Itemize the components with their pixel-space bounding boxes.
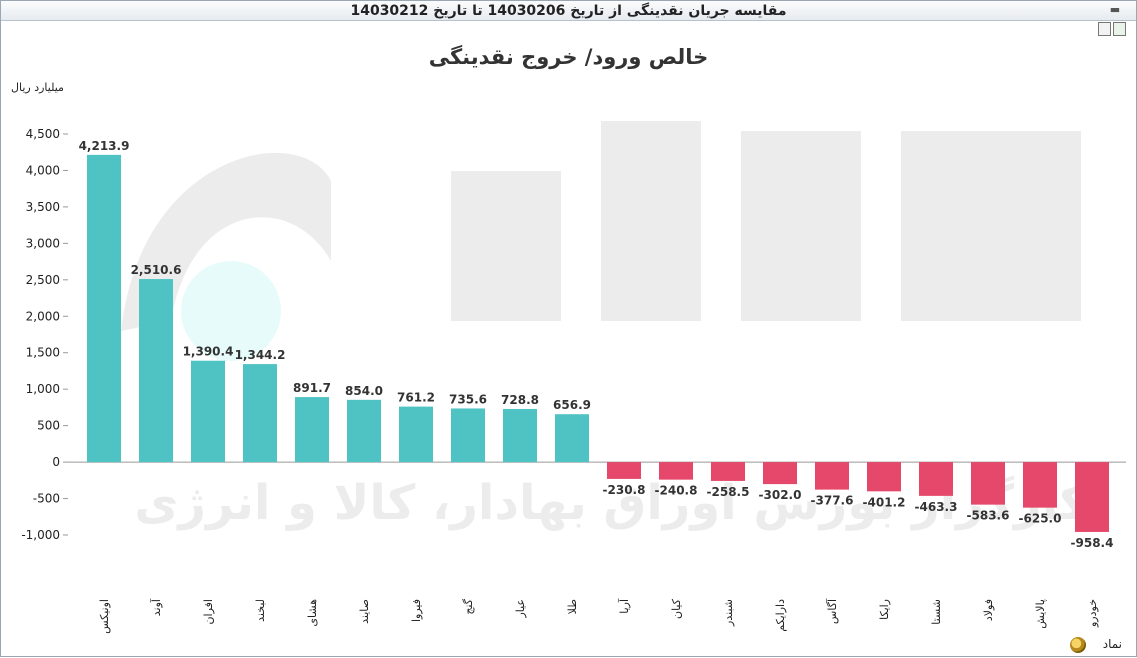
category-label: آگاس — [825, 598, 839, 624]
bar-19[interactable] — [1023, 462, 1057, 508]
y-tick-label: -1,000 — [21, 528, 60, 542]
category-label: هشای — [306, 599, 319, 627]
category-label: اونیکس — [98, 599, 111, 634]
bar-5[interactable] — [295, 397, 329, 463]
data-label: 1,390.4 — [183, 345, 234, 359]
y-tick-label: 4,500 — [26, 127, 60, 141]
x-axis-labels: اونیکس آوند افران لبخند هشای صایند فیروا گنج عیا… — [98, 598, 1099, 634]
bar-2[interactable] — [139, 279, 173, 463]
category-label: آریا — [617, 598, 631, 614]
data-label: 891.7 — [293, 381, 331, 395]
category-label: آوند — [149, 598, 163, 616]
data-label: 761.2 — [397, 391, 435, 405]
y-tick-label: 1,500 — [26, 346, 60, 360]
bar-3[interactable] — [191, 360, 225, 463]
category-label: عیار — [514, 599, 527, 619]
bar-10[interactable] — [555, 414, 589, 463]
category-label: افران — [202, 599, 215, 625]
bar-8[interactable] — [451, 408, 485, 463]
bar-11[interactable] — [607, 462, 641, 479]
data-label: -258.5 — [707, 485, 750, 499]
category-label: لبخند — [254, 599, 267, 622]
bar-12[interactable] — [659, 462, 693, 480]
data-label: -302.0 — [759, 488, 802, 502]
data-label: -240.8 — [655, 484, 698, 498]
bar-20[interactable] — [1075, 462, 1109, 532]
data-label: -401.2 — [863, 495, 906, 509]
data-label: 735.6 — [449, 392, 487, 406]
data-label: -463.3 — [915, 500, 958, 514]
y-axis-unit-label: میلیارد ریال — [11, 81, 64, 94]
data-label: 854.0 — [345, 384, 383, 398]
data-label: 656.9 — [553, 398, 591, 412]
data-label: 4,213.9 — [79, 139, 130, 153]
category-label: خودرو — [1086, 599, 1099, 628]
data-labels: 4,213.9 2,510.6 1,390.4 1,344.2 891.7 854.0 76… — [79, 139, 1114, 550]
data-label: -958.4 — [1071, 536, 1114, 550]
category-label: شستا — [930, 599, 943, 625]
data-label: -377.6 — [811, 494, 854, 508]
bar-9[interactable] — [503, 408, 537, 463]
y-tick-label: 1,000 — [26, 382, 60, 396]
category-label: صایند — [358, 599, 371, 624]
y-tick-label: 500 — [37, 419, 60, 433]
data-label: 1,344.2 — [235, 348, 286, 362]
category-label: رایکا — [878, 599, 891, 620]
bar-14[interactable] — [763, 462, 797, 485]
y-tick-label: 3,000 — [26, 236, 60, 250]
y-axis: 4,500 4,000 3,500 3,000 2,500 2,000 1,500 1,000… — [21, 127, 1126, 542]
data-label: 2,510.6 — [131, 263, 182, 277]
print-icon[interactable] — [1098, 22, 1111, 36]
data-label: -583.6 — [967, 509, 1010, 523]
category-label: فیروا — [410, 599, 423, 622]
data-label: -625.0 — [1019, 512, 1062, 526]
window-titlebar: مقایسه جریان نقدینگی از تاریخ 14030206 ت… — [1, 1, 1136, 21]
y-tick-label: 3,500 — [26, 200, 60, 214]
data-label: -230.8 — [603, 483, 646, 497]
category-label: فولاد — [982, 599, 995, 621]
bar-13[interactable] — [711, 462, 745, 481]
bar-6[interactable] — [347, 399, 381, 463]
category-label: پالایش — [1034, 599, 1047, 629]
y-tick-label: 4,000 — [26, 163, 60, 177]
category-label: دارایکم — [774, 599, 787, 632]
bar-17[interactable] — [919, 462, 953, 496]
bar-7[interactable] — [399, 406, 433, 463]
y-tick-label: -500 — [33, 492, 60, 506]
data-label: 728.8 — [501, 393, 539, 407]
chart-title: خالص ورود/ خروج نقدینگی — [428, 45, 709, 69]
y-tick-label: 2,000 — [26, 309, 60, 323]
bar-1[interactable] — [87, 154, 121, 463]
category-label: طلا — [566, 599, 579, 615]
category-label: شبندر — [722, 599, 735, 627]
bar-16[interactable] — [867, 462, 901, 492]
bar-15[interactable] — [815, 462, 849, 490]
category-label: گنج — [462, 598, 475, 614]
window-title: مقایسه جریان نقدینگی از تاریخ 14030206 ت… — [350, 3, 787, 19]
excel-export-icon[interactable] — [1113, 22, 1126, 36]
bar-4[interactable] — [243, 364, 277, 463]
toolbar — [1098, 22, 1128, 38]
symbol-search-icon[interactable] — [1070, 637, 1086, 653]
bars — [87, 154, 1109, 532]
watermark-logo: کارگزار بورس اوراق بهادار، کالا و انرژی — [121, 121, 1088, 531]
symbol-label: نماد — [1102, 637, 1122, 651]
y-tick-label: 2,500 — [26, 273, 60, 287]
bar-18[interactable] — [971, 462, 1005, 505]
category-label: کیان — [670, 598, 683, 619]
minimize-icon[interactable]: ▬ — [1109, 3, 1121, 16]
y-tick-label: 0 — [52, 455, 60, 469]
